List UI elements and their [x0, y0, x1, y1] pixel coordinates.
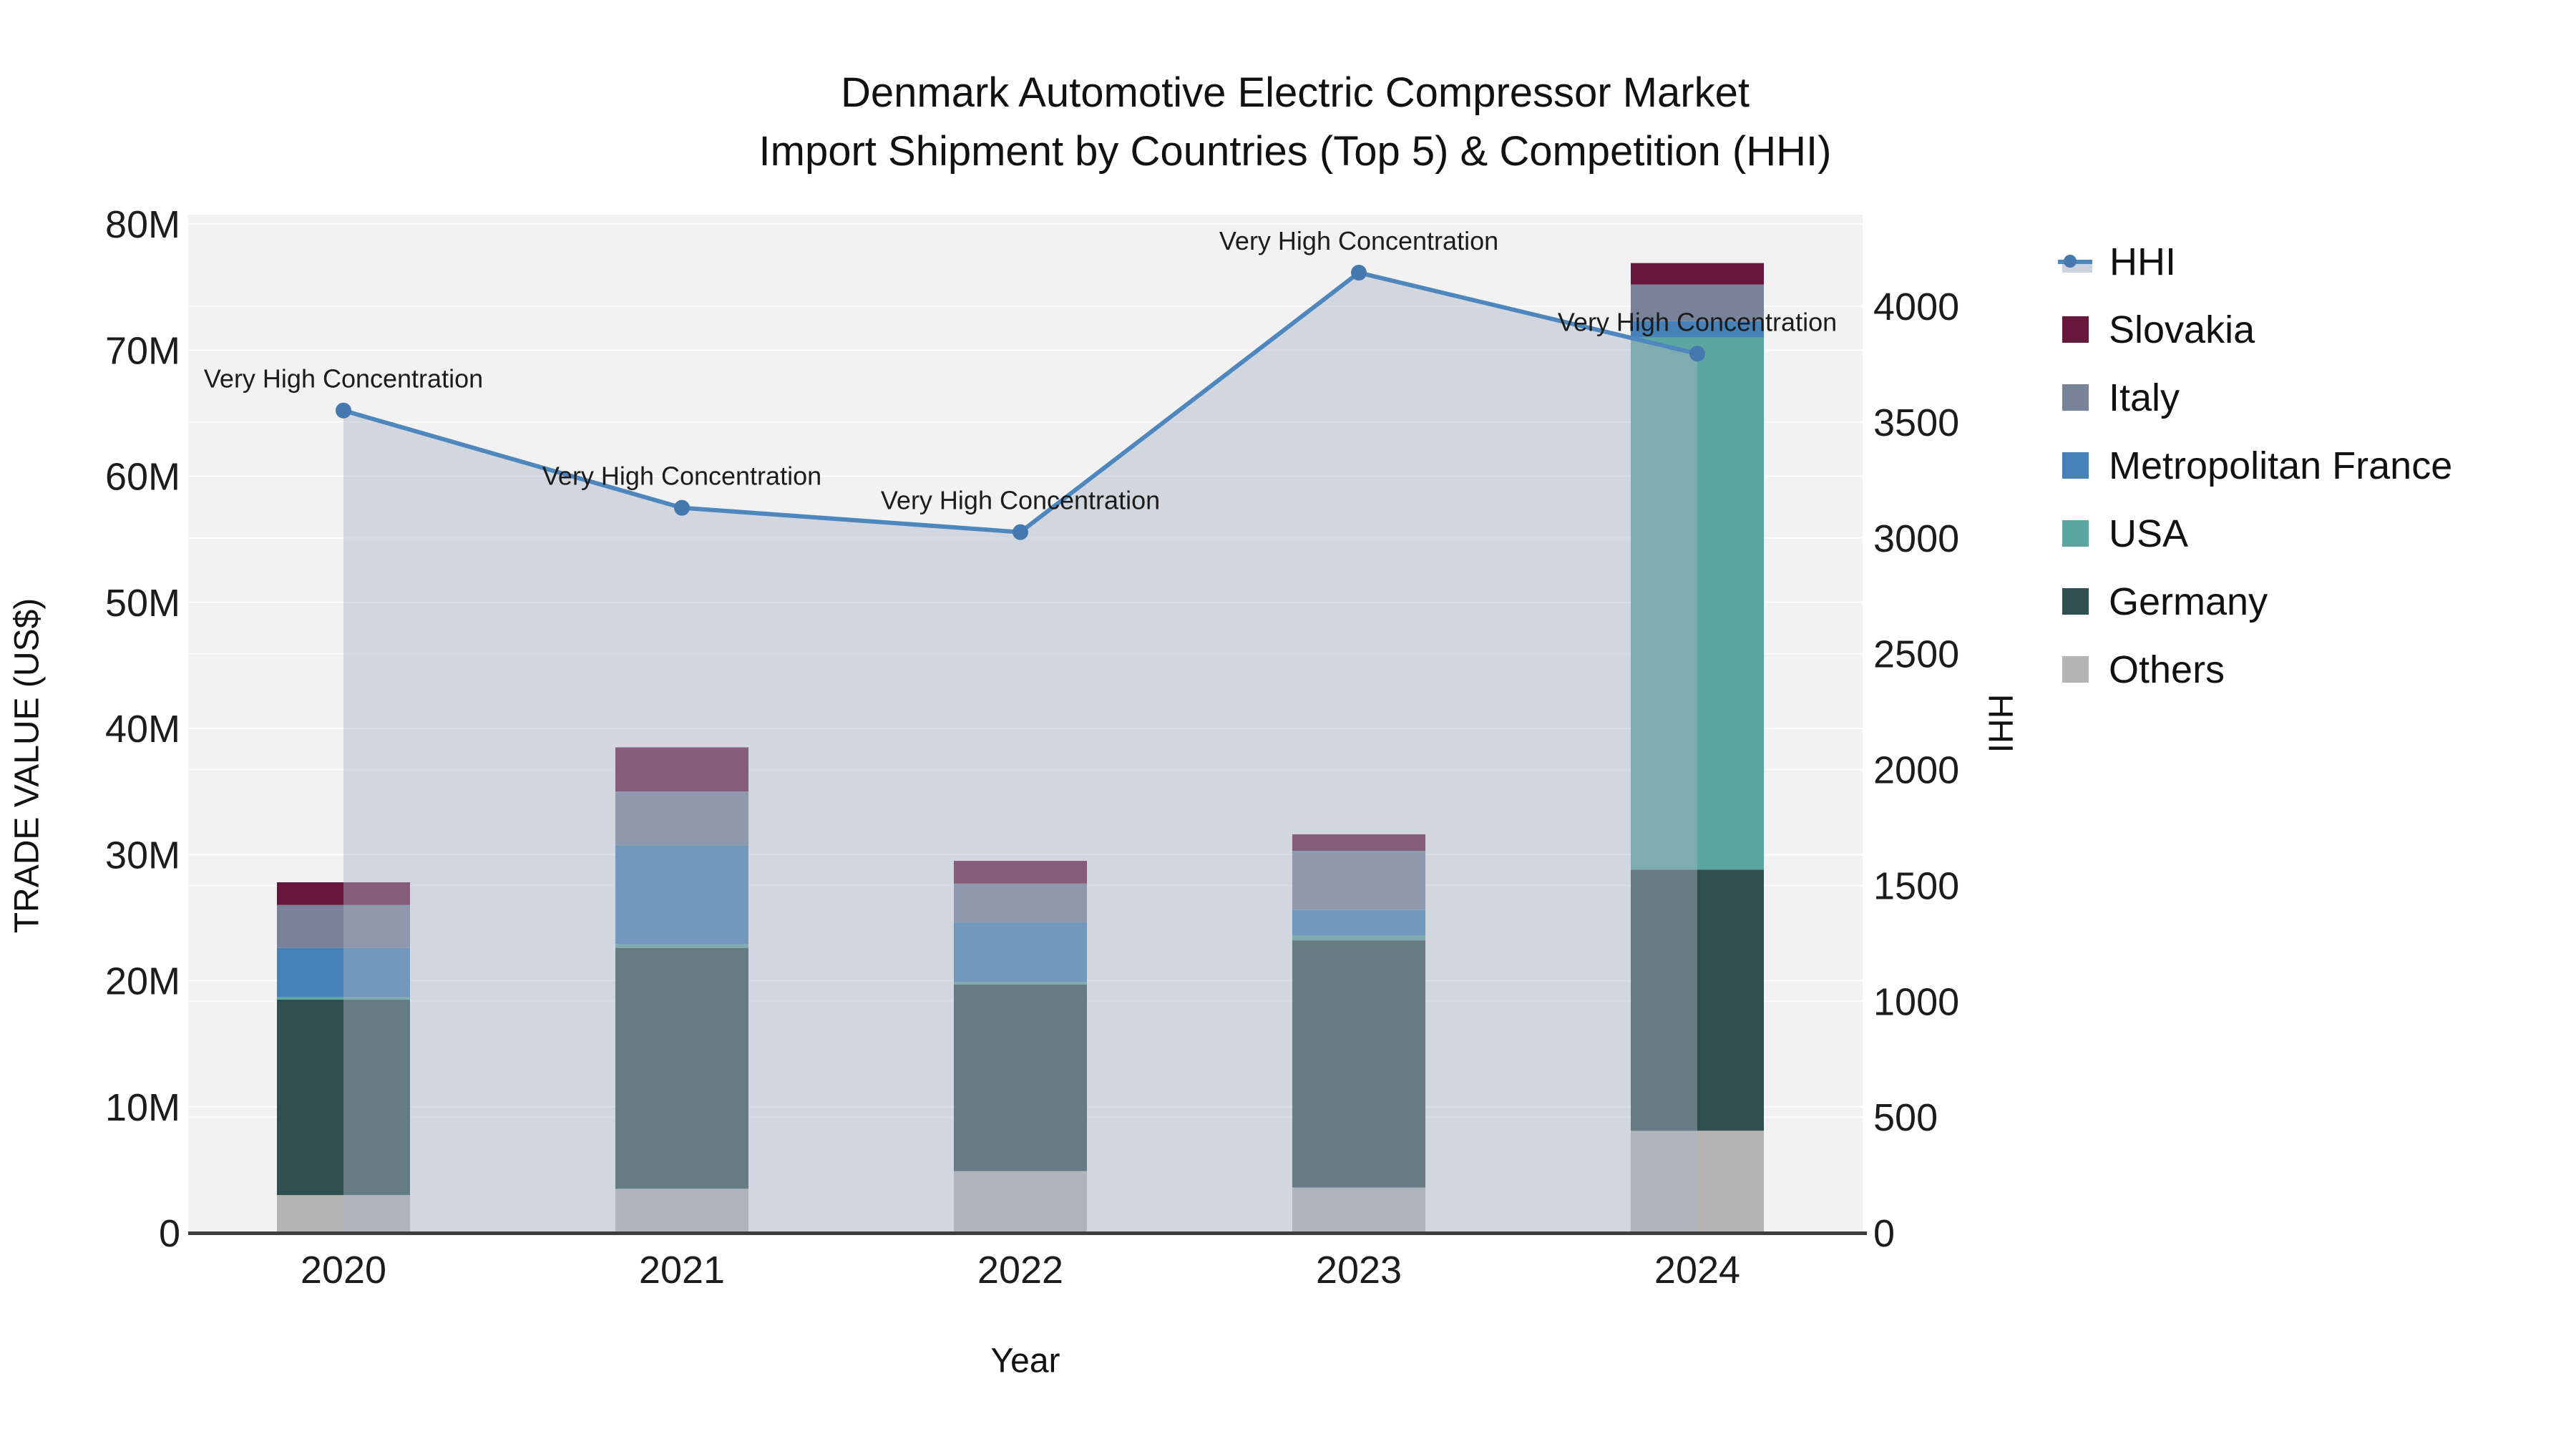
legend-swatch-icon	[2062, 656, 2089, 683]
annotation-2020: Very High Concentration	[204, 364, 483, 394]
annotation-2022: Very High Concentration	[881, 486, 1160, 515]
bar-2021-usa	[615, 944, 748, 948]
legend-item-metropolitan-france[interactable]: Metropolitan France	[2046, 431, 2452, 499]
y-right-tick-label: 2500	[1873, 633, 1959, 676]
chart-title-line2: Import Shipment by Countries (Top 5) & C…	[758, 128, 1832, 175]
x-axis-title: Year	[990, 1342, 1060, 1380]
bar-2022-metropolitan-france	[954, 922, 1087, 982]
bar-2023-others	[1292, 1187, 1425, 1233]
hhi-marker-2021	[674, 499, 690, 516]
legend-item-others[interactable]: Others	[2046, 635, 2452, 703]
bar-2020-others	[277, 1195, 410, 1233]
y-right-axis-title: HHI	[1981, 693, 2019, 753]
legend-label: USA	[2109, 512, 2189, 555]
y-left-tick-label: 80M	[105, 203, 180, 246]
bar-2024-slovakia	[1631, 263, 1764, 285]
hhi-marker-2023	[1351, 265, 1367, 281]
legend-label: Slovakia	[2109, 308, 2255, 351]
bar-2020-italy	[277, 904, 410, 948]
bar-2020-slovakia	[277, 882, 410, 905]
bar-2022-others	[954, 1171, 1087, 1233]
x-tick-label: 2024	[1654, 1249, 1740, 1292]
bar-2022-usa	[954, 982, 1087, 985]
bar-2021-others	[615, 1189, 748, 1233]
y-left-tick-label: 70M	[105, 329, 180, 372]
annotation-2023: Very High Concentration	[1219, 226, 1498, 255]
legend-item-italy[interactable]: Italy	[2046, 364, 2452, 431]
bar-2022-slovakia	[954, 861, 1087, 884]
bar-2023-metropolitan-france	[1292, 909, 1425, 936]
hhi-marker-2024	[1689, 346, 1705, 362]
bar-2021-germany	[615, 947, 748, 1189]
y-left-tick-label: 30M	[105, 834, 180, 877]
y-right-tick-label: 500	[1873, 1096, 1938, 1139]
annotation-2024: Very High Concentration	[1558, 307, 1837, 336]
legend-swatch-icon	[2062, 588, 2089, 615]
legend-label: Italy	[2109, 376, 2180, 419]
bar-2023-usa	[1292, 935, 1425, 941]
bar-2020-germany	[277, 999, 410, 1196]
legend-label: Germany	[2109, 580, 2268, 623]
annotation-2021: Very High Concentration	[542, 462, 821, 491]
bar-2024-others	[1631, 1131, 1764, 1233]
y-left-tick-label: 20M	[105, 960, 180, 1003]
legend-label: HHI	[2109, 240, 2176, 283]
bar-2022-germany	[954, 984, 1087, 1171]
bar-2024-metropolitan-france	[1631, 321, 1764, 338]
y-left-tick-label: 50M	[105, 582, 180, 625]
bar-2023-italy	[1292, 850, 1425, 910]
y-right-tick-label: 1500	[1873, 864, 1959, 907]
legend-label: Others	[2109, 648, 2225, 691]
bar-2023-slovakia	[1292, 834, 1425, 851]
bar-2024-italy	[1631, 284, 1764, 321]
y-left-tick-label: 40M	[105, 708, 180, 751]
hhi-marker-2022	[1013, 524, 1028, 540]
legend-swatch-icon	[2062, 452, 2089, 479]
bar-2020-usa	[277, 997, 410, 1000]
bar-2024-germany	[1631, 869, 1764, 1131]
legend-label: Metropolitan France	[2109, 444, 2453, 487]
y-right-tick-label: 4000	[1873, 286, 1959, 328]
x-tick-label: 2020	[301, 1249, 386, 1292]
legend-swatch-icon	[2062, 520, 2089, 547]
x-axis-line	[188, 1231, 1867, 1235]
y-left-tick-label: 0	[159, 1212, 180, 1255]
y-right-tick-label: 1000	[1873, 980, 1959, 1023]
legend-item-germany[interactable]: Germany	[2046, 567, 2452, 635]
legend-swatch-icon	[2062, 384, 2089, 411]
legend-item-hhi[interactable]: HHI	[2046, 228, 2452, 296]
y-right-tick-label: 3000	[1873, 517, 1959, 560]
legend-item-usa[interactable]: USA	[2046, 499, 2452, 567]
bar-2024-usa	[1631, 337, 1764, 870]
legend: HHI Slovakia Italy Metropolitan France USA Ge…	[2046, 228, 2452, 703]
y-right-tick-label: 3500	[1873, 401, 1959, 444]
bar-2021-italy	[615, 791, 748, 846]
bar-2022-italy	[954, 883, 1087, 923]
hhi-line-icon	[2058, 248, 2092, 276]
bar-2023-germany	[1292, 940, 1425, 1188]
hhi-marker-2020	[336, 402, 351, 419]
bar-2021-slovakia	[615, 747, 748, 792]
x-tick-label: 2022	[977, 1249, 1063, 1292]
legend-swatch-icon	[2062, 316, 2089, 343]
x-tick-label: 2023	[1316, 1249, 1402, 1292]
chart-title-line1: Denmark Automotive Electric Compressor M…	[841, 69, 1750, 116]
y-right-tick-label: 2000	[1873, 749, 1959, 792]
y-left-tick-label: 10M	[105, 1086, 180, 1129]
x-tick-label: 2021	[639, 1249, 725, 1292]
bar-2020-metropolitan-france	[277, 947, 410, 997]
bar-2021-metropolitan-france	[615, 845, 748, 945]
y-right-tick-label: 0	[1873, 1212, 1895, 1255]
y-left-axis-title: TRADE VALUE (US$)	[8, 597, 47, 934]
y-left-tick-label: 60M	[105, 456, 180, 499]
legend-item-slovakia[interactable]: Slovakia	[2046, 296, 2452, 364]
